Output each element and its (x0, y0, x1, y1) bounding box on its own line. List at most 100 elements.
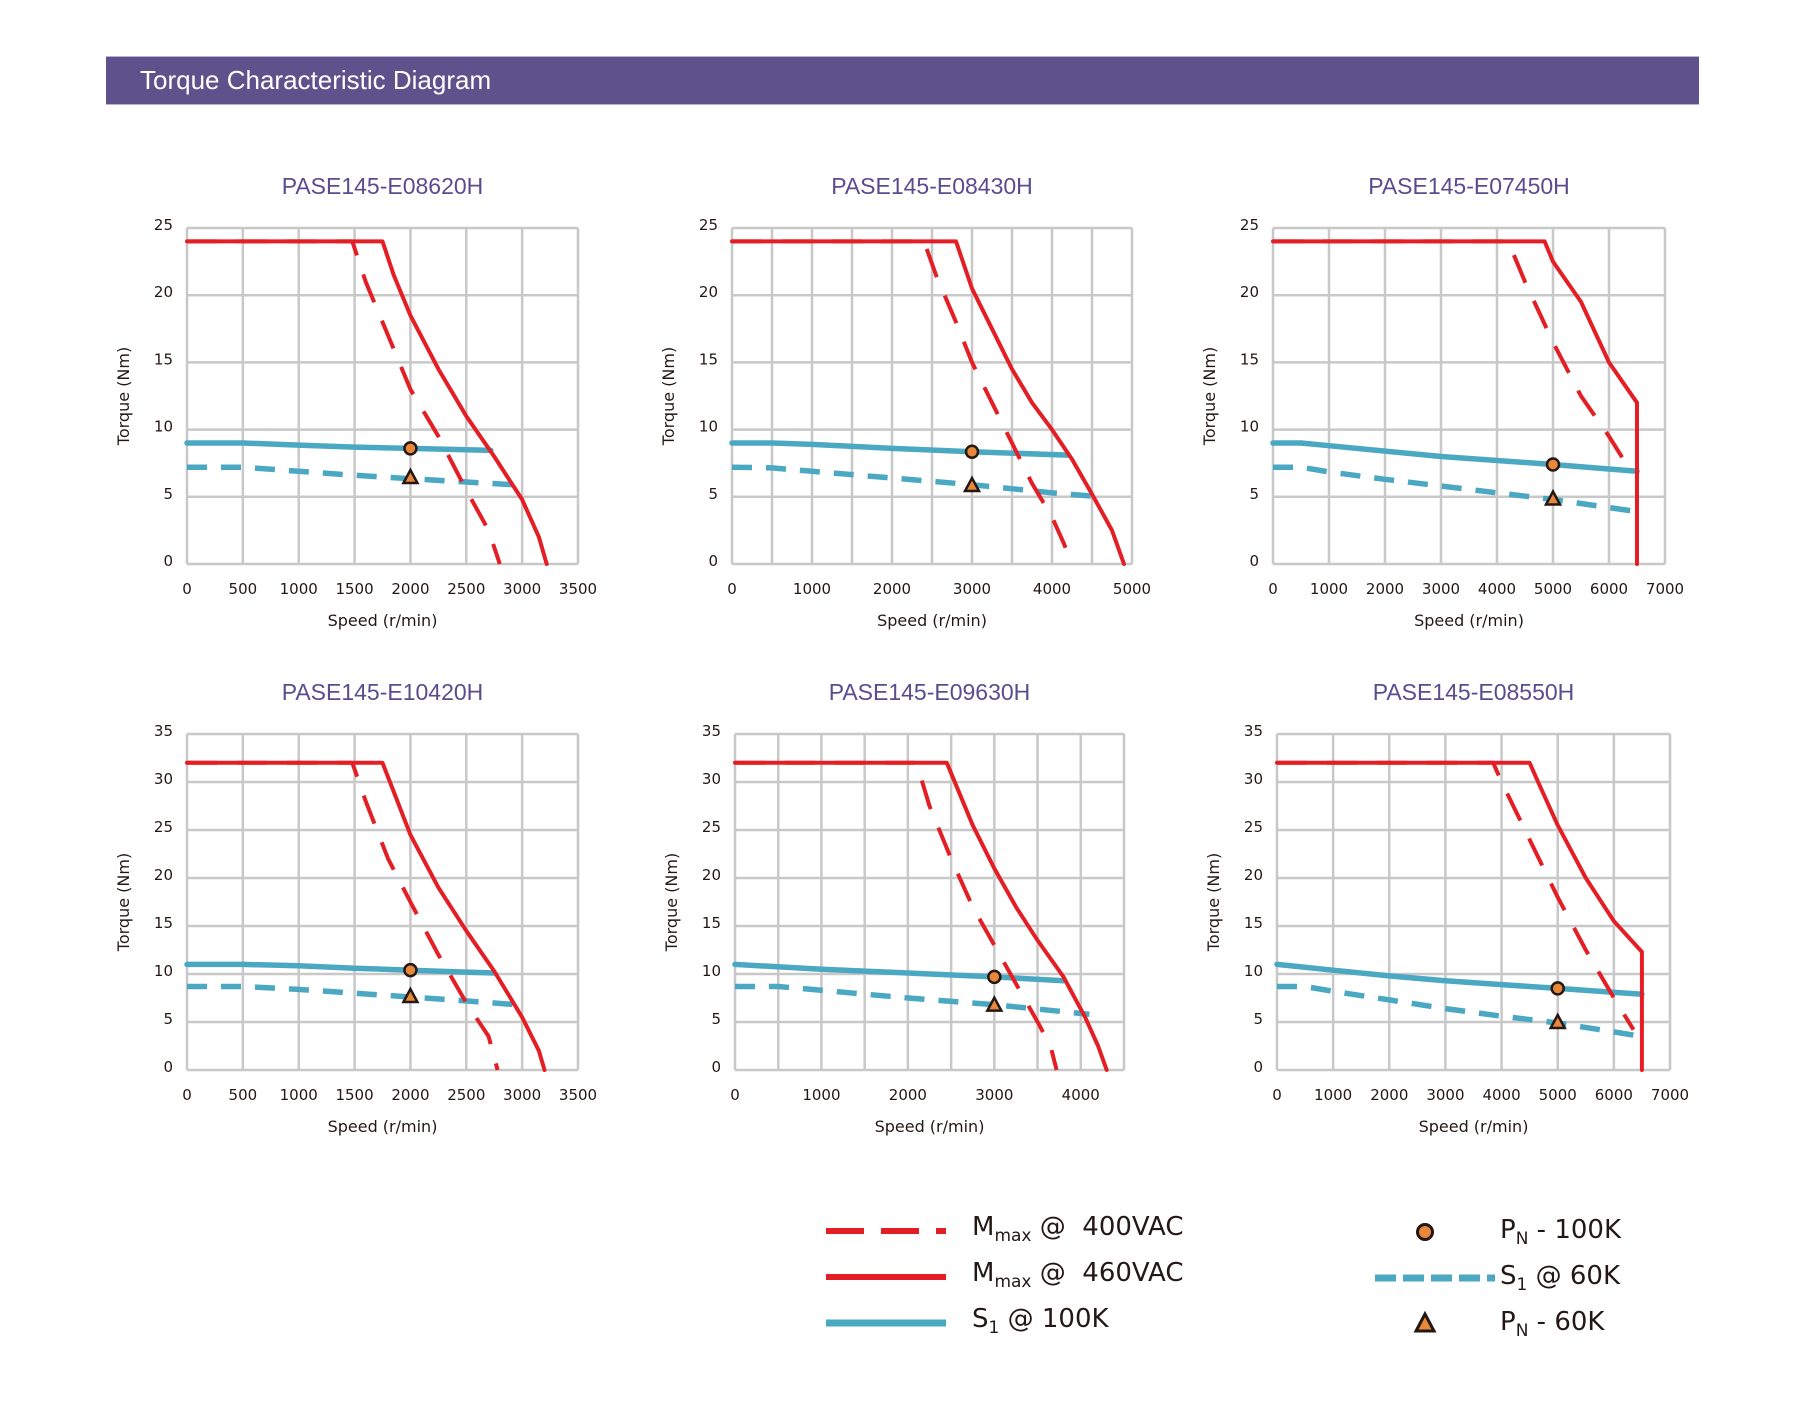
y-tick-label: 35 (702, 722, 721, 740)
y-axis-label: Torque (Nm) (1200, 347, 1219, 446)
x-tick-label: 3000 (975, 1086, 1013, 1104)
series-m460 (185, 239, 549, 566)
y-tick-label: 15 (154, 350, 173, 368)
y-tick-label: 15 (1240, 350, 1259, 368)
y-tick-label: 20 (154, 283, 173, 301)
legend-label-pn-60k: PN - 60K (1500, 1307, 1605, 1341)
x-axis-label: Speed (r/min) (328, 611, 438, 630)
x-tick-label: 500 (229, 580, 258, 598)
pn-60k-marker (962, 475, 982, 493)
x-tick-label: 4000 (1033, 580, 1071, 598)
y-tick-label: 10 (154, 418, 173, 436)
x-tick-label: 6000 (1590, 580, 1628, 598)
series-m460 (1271, 239, 1639, 566)
series-s1-100k (1270, 440, 1640, 475)
chart-title: PASE145-E07450H (1368, 173, 1570, 199)
x-tick-label: 2000 (391, 1086, 429, 1104)
y-axis-label: Torque (Nm) (114, 347, 133, 446)
legend-label-m400: Mmax @ 400VAC (972, 1212, 1184, 1246)
pn-100k-marker (987, 969, 1002, 985)
y-tick-label: 0 (708, 552, 718, 570)
y-tick-label: 0 (1253, 1058, 1263, 1076)
y-tick-label: 25 (702, 818, 721, 836)
series-s1-60k (1277, 983, 1643, 1040)
series-m460 (185, 760, 547, 1072)
y-tick-label: 10 (1244, 962, 1263, 980)
series-s1-60k (187, 983, 517, 1008)
pn-60k-marker (1543, 488, 1563, 506)
y-axis-label: Torque (Nm) (662, 853, 681, 952)
legend-solid-teal-line (826, 1319, 946, 1327)
chart-title: PASE145-E10420H (282, 679, 484, 705)
series-m460 (1275, 760, 1644, 1072)
series-m400 (735, 760, 1059, 1071)
chart-2: PASE145-E08430H 0 5 10 15 20 25 0 1000 2000 3000 40… (659, 173, 1151, 630)
x-tick-label: 2000 (1370, 1086, 1408, 1104)
y-tick-label: 15 (699, 350, 718, 368)
pn-60k-marker (1548, 1012, 1567, 1030)
legend-label-pn-100k: PN - 100K (1500, 1215, 1621, 1249)
x-tick-label: 1000 (280, 1086, 318, 1104)
x-tick-label: 3000 (503, 1086, 541, 1104)
legend-dashed-teal-line (1375, 1274, 1495, 1282)
chart-title: PASE145-E08620H (282, 173, 484, 199)
y-tick-label: 15 (1244, 914, 1263, 932)
y-tick-label: 20 (702, 866, 721, 884)
x-tick-label: 3000 (503, 580, 541, 598)
series-m400 (1277, 760, 1636, 1031)
y-tick-label: 0 (1249, 552, 1259, 570)
x-axis-label: Speed (r/min) (328, 1117, 438, 1136)
series-m400 (732, 239, 1074, 565)
y-tick-label: 5 (1249, 485, 1259, 503)
pn-60k-marker (985, 995, 1004, 1012)
x-tick-label: 1000 (280, 580, 318, 598)
y-tick-label: 25 (154, 818, 173, 836)
x-axis-label: Speed (r/min) (877, 611, 987, 630)
legend-label-s1-60k: S1 @ 60K (1500, 1261, 1621, 1295)
y-tick-label: 10 (702, 962, 721, 980)
y-tick-label: 5 (1253, 1010, 1263, 1028)
chart-3: PASE145-E07450H 0 5 10 15 20 25 0 1000 2000 3000 40… (1200, 173, 1684, 630)
y-tick-label: 30 (702, 770, 721, 788)
x-tick-label: 4000 (1478, 580, 1516, 598)
x-tick-label: 3000 (953, 580, 991, 598)
x-tick-label: 0 (1268, 580, 1278, 598)
series-s1-60k (731, 464, 1101, 500)
y-tick-label: 30 (154, 770, 173, 788)
series-s1-60k (187, 464, 514, 488)
y-tick-label: 5 (163, 485, 173, 503)
x-tick-label: 7000 (1651, 1086, 1689, 1104)
y-tick-label: 25 (1240, 216, 1259, 234)
y-tick-label: 25 (1244, 818, 1263, 836)
pn-100k-marker (964, 444, 980, 460)
y-tick-label: 10 (699, 418, 718, 436)
x-tick-label: 3000 (1422, 580, 1460, 598)
pn-100k-marker (1545, 457, 1561, 472)
x-tick-label: 5000 (1539, 1086, 1577, 1104)
x-tick-label: 500 (229, 1086, 258, 1104)
circle-marker-icon (1416, 1223, 1434, 1241)
chart-5: PASE145-E09630H 0 5 10 15 20 25 30 35 0 1000 2000 30… (662, 679, 1126, 1136)
y-tick-label: 20 (1244, 866, 1263, 884)
series-s1-100k (1274, 961, 1645, 997)
x-tick-label: 0 (182, 580, 192, 598)
series-s1-100k (729, 440, 1071, 458)
x-tick-label: 5000 (1534, 580, 1572, 598)
series-s1-100k (184, 440, 494, 454)
y-tick-label: 25 (154, 216, 173, 234)
series-s1-100k (732, 961, 1067, 984)
x-axis-label: Speed (r/min) (1414, 611, 1524, 630)
pn-100k-marker (403, 962, 418, 978)
triangle-marker-icon (1413, 1310, 1437, 1333)
chart-title: PASE145-E08550H (1373, 679, 1575, 705)
pn-60k-marker (401, 986, 420, 1004)
series-m460 (730, 239, 1126, 566)
y-tick-label: 5 (711, 1010, 721, 1028)
y-tick-label: 35 (1244, 722, 1263, 740)
x-tick-label: 7000 (1646, 580, 1684, 598)
x-tick-label: 1000 (793, 580, 831, 598)
x-tick-label: 1000 (802, 1086, 840, 1104)
legend-label-m460: Mmax @ 460VAC (972, 1258, 1184, 1292)
y-tick-label: 20 (699, 283, 718, 301)
